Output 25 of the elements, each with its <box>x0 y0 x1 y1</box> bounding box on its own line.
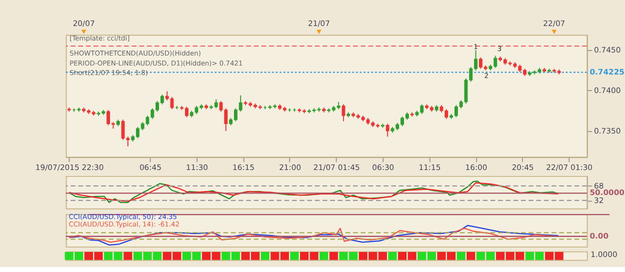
x-tick-label: 19/07/2015 22:30 <box>35 162 104 172</box>
text: 1.0000 <box>590 250 618 260</box>
x-tick-label: 16:00 <box>465 162 488 172</box>
y-tick-label: 0.7350 <box>594 126 621 136</box>
candlestick <box>386 123 390 138</box>
x-tick-label: 21:00 <box>279 162 302 172</box>
x2-tick-label: 20/07 <box>72 19 95 28</box>
x-tick-label: 16:15 <box>232 162 255 172</box>
x2-tick-label: 22/07 <box>543 19 566 28</box>
ref-line-label: 0.00 <box>590 231 609 240</box>
x-tick-label: 11:15 <box>418 162 441 172</box>
y-tick-label: 0.7450 <box>594 45 621 54</box>
x-tick-label: 06:45 <box>139 162 162 172</box>
y-tick-label: 68 <box>594 181 604 190</box>
y-tick-label: 0.7400 <box>594 86 621 95</box>
x-tick-label: 21/07 01:45 <box>313 162 360 172</box>
ref-line-label: 50.0000 <box>590 188 624 198</box>
x-tick-label: 11:30 <box>186 162 208 172</box>
x-tick-label: 06:30 <box>372 162 394 172</box>
candlestick <box>342 104 346 122</box>
x2-tick-label: 21/07 <box>308 19 330 28</box>
x-tick-label: 22/07 01:30 <box>546 162 593 172</box>
x-tick-label: 20:45 <box>512 162 534 172</box>
y-tick-label: 32 <box>594 196 604 205</box>
ref-line-label: 0.74225 <box>590 67 624 76</box>
